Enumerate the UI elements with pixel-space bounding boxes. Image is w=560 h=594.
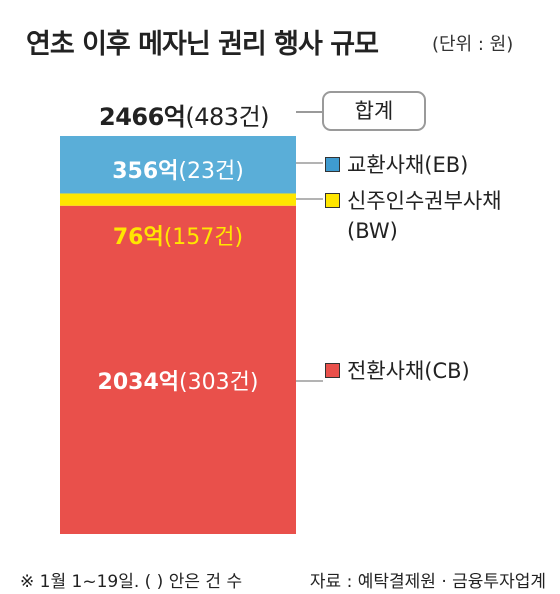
total-box: 합계 <box>322 91 426 131</box>
legend-swatch-eb <box>325 157 340 172</box>
legend-label-cb: 전환사채(CB) <box>347 359 470 383</box>
legend-label-bw: 신주인수권부사채 (BW) <box>347 186 502 246</box>
footnote: ※ 1월 1~19일. ( ) 안은 건 수 <box>20 572 243 592</box>
bar-segment-bw <box>60 193 296 206</box>
bar-segment-cb <box>60 205 296 534</box>
data-label-eb: 356억(23건) <box>112 159 244 184</box>
legend-label-bw-line2: (BW) <box>347 219 398 243</box>
total-label: 2466억(483건) <box>99 97 270 132</box>
source-note: 자료 : 예탁결제원 · 금융투자업계 <box>309 572 546 592</box>
bar-segment-eb <box>60 136 296 194</box>
legend-swatch-bw <box>325 193 340 208</box>
total-amount: 2466억 <box>99 103 186 131</box>
legend-item-cb: 전환사채(CB) <box>325 356 470 386</box>
total-count: (483건) <box>185 103 270 131</box>
legend-item-eb: 교환사채(EB) <box>325 150 468 180</box>
chart-title: 연초 이후 메자닌 권리 행사 규모 <box>26 29 379 60</box>
data-label-cb: 2034억(303건) <box>98 370 259 395</box>
legend-label-bw-line1: 신주인수권부사채 <box>347 189 502 213</box>
legend-swatch-cb <box>325 363 340 378</box>
legend-label-eb: 교환사채(EB) <box>347 153 469 177</box>
data-label-bw: 76억(157건) <box>113 225 243 250</box>
total-connector <box>296 111 322 113</box>
unit-label: (단위 : 원) <box>432 34 514 55</box>
legend-item-bw: 신주인수권부사채 (BW) <box>325 186 502 246</box>
